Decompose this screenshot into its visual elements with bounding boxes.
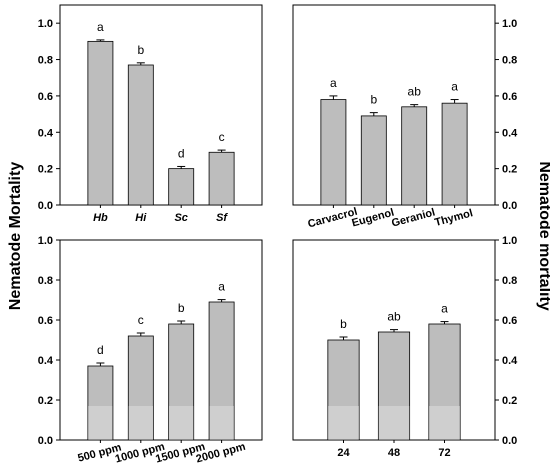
x-tick-label: 48: [388, 447, 400, 459]
bar-sc: [168, 168, 195, 206]
significance-letter: a: [330, 76, 337, 90]
y-tick-label: 0.2: [38, 395, 53, 407]
y-tick-label: 0.0: [502, 200, 517, 212]
bar-lower-band: [88, 406, 113, 440]
significance-letter: b: [137, 43, 144, 57]
y-tick-label: 0.8: [38, 55, 53, 67]
significance-letter: b: [370, 93, 377, 107]
left-y-axis-label: Nematode Mortality: [7, 162, 24, 311]
significance-letter: ab: [408, 85, 422, 99]
x-tick-label: 72: [438, 447, 450, 459]
panels: 0.00.20.40.60.81.0 aHbbHidSccSf0.00.20.40…: [38, 4, 518, 465]
y-tick-label: 0.4: [38, 127, 54, 139]
bar-thymol: [441, 102, 468, 206]
bar-carvacrol: [320, 99, 347, 206]
y-tick-label: 0.0: [38, 435, 53, 447]
y-tick-label: 0.0: [502, 435, 517, 447]
y-tick-label: 0.6: [502, 315, 517, 327]
x-tick-label: Sc: [174, 212, 187, 224]
y-tick-label: 0.8: [38, 275, 53, 287]
significance-letter: a: [218, 280, 225, 294]
bar-lower-band: [429, 406, 460, 440]
y-tick-label: 0.8: [502, 275, 517, 287]
significance-letter: d: [178, 146, 185, 160]
y-tick-label: 0.2: [502, 395, 517, 407]
y-tick-label: 0.0: [38, 200, 53, 212]
bar-lower-band: [128, 406, 153, 440]
x-tick-label: Eugenol: [351, 207, 396, 230]
bar-lower-band: [209, 406, 234, 440]
significance-letter: b: [178, 301, 185, 315]
significance-letter: a: [97, 20, 104, 34]
bar-eugenol: [360, 115, 387, 206]
y-tick-label: 0.4: [502, 355, 518, 367]
y-tick-label: 1.0: [38, 235, 53, 247]
x-tick-label: Hb: [93, 212, 108, 224]
y-tick-label: 0.4: [502, 127, 518, 139]
plot-frame: [59, 4, 263, 206]
right-y-axis-label: Nematode mortality: [536, 161, 550, 310]
plot-frame: [292, 4, 496, 206]
significance-letter: ab: [387, 310, 401, 324]
y-tick-label: 0.2: [38, 164, 53, 176]
x-tick-label: Thymol: [433, 207, 474, 229]
y-tick-label: 1.0: [38, 18, 53, 30]
y-tick-label: 0.2: [502, 164, 517, 176]
x-tick-label: Sf: [216, 212, 228, 224]
chart-panel-top-right: 0.00.20.40.60.81.0aCarvacrolbEugenolabGe…: [292, 4, 518, 230]
plot-frame: [59, 239, 263, 441]
significance-letter: a: [451, 80, 458, 94]
bar-lower-band: [378, 406, 410, 440]
bar-hi: [127, 64, 154, 206]
y-tick-label: 0.6: [502, 91, 517, 103]
y-tick-label: 1.0: [502, 235, 517, 247]
bar-hb: [87, 40, 114, 206]
y-tick-label: 0.6: [38, 91, 53, 103]
y-tick-label: 1.0: [502, 18, 517, 30]
significance-letter: a: [441, 302, 448, 316]
x-tick-label: Geraniol: [390, 207, 436, 230]
chart-panel-top-left: 0.0 0.2 0.4 0.6 0.8 1.0 a Hb b Hi d Sc c Sf: [38, 4, 263, 224]
bar-sf: [208, 151, 235, 206]
x-tick-label: Hi: [135, 212, 147, 224]
bar-lower-band: [328, 406, 359, 440]
y-tick-label: 0.4: [38, 355, 54, 367]
significance-letter: c: [219, 130, 225, 144]
significance-letter: c: [138, 313, 144, 327]
significance-letter: b: [340, 317, 347, 331]
y-tick-label: 0.8: [502, 55, 517, 67]
bar-lower-band: [169, 406, 194, 440]
bar-geraniol: [401, 106, 428, 206]
significance-letter: d: [97, 343, 104, 357]
y-tick-label: 0.6: [38, 315, 53, 327]
chart-panel-bottom-right: 0.0 0.2 0.4 0.6 0.8 1.0 b 24 ab 48 a 72: [292, 235, 518, 459]
x-tick-label: 24: [337, 447, 350, 459]
